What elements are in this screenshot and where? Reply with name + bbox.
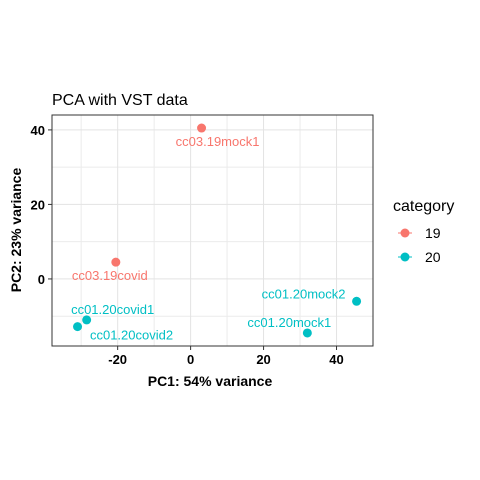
point-label: cc03.19mock1 — [176, 134, 260, 149]
point-label: cc01.20mock1 — [247, 315, 331, 330]
legend-key-point — [400, 252, 410, 262]
legend-label: 20 — [425, 249, 441, 265]
point-label: cc01.20covid2 — [90, 328, 173, 343]
data-point — [82, 315, 92, 325]
y-tick-label: 40 — [31, 123, 45, 138]
point-label: cc01.20mock2 — [262, 286, 346, 301]
legend-label: 19 — [425, 225, 441, 241]
y-tick-label: 0 — [38, 272, 45, 287]
panel-border — [51, 114, 374, 347]
point-label: cc01.20covid1 — [71, 302, 154, 317]
y-tick-label: 20 — [31, 197, 45, 212]
x-tick-label: 0 — [187, 352, 194, 367]
data-point — [197, 123, 207, 133]
x-tick-label: -20 — [108, 352, 127, 367]
plot-panel: -20 0 20 40 0 20 40 cc03.19mock1 cc03.19covid cc0… — [31, 114, 374, 367]
data-point — [302, 328, 312, 338]
y-axis-title: PC2: 23% variance — [8, 168, 24, 293]
point-label: cc03.19covid — [72, 268, 148, 283]
data-point — [111, 257, 121, 267]
chart-title: PCA with VST data — [52, 92, 188, 109]
x-axis-title: PC1: 54% variance — [148, 373, 273, 389]
legend-key-point — [400, 228, 410, 238]
x-tick-label: 40 — [329, 352, 343, 367]
data-point — [73, 322, 83, 332]
legend-title: category — [393, 198, 454, 215]
data-point — [352, 296, 362, 306]
x-tick-label: 20 — [256, 352, 270, 367]
legend: category 19 20 — [393, 198, 454, 265]
